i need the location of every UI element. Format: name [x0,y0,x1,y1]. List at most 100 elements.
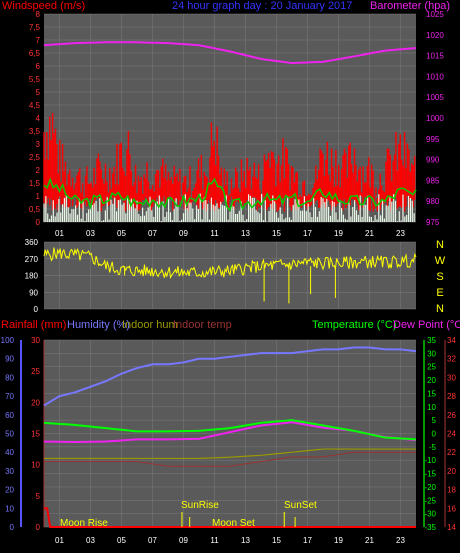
time-tick-label: 11 [210,536,219,545]
rainfall-tick-label: 20 [31,398,40,407]
wind-tick-label: 8 [36,10,41,19]
direction-tick-label: 180 [25,272,39,281]
indoor-temp-tick-label: 16 [447,504,456,513]
dew-point-axis-title: Dew Point (°C) [393,319,460,331]
humidity-axis-title: Humidity (%) [67,319,130,331]
time-tick-label: 17 [303,229,312,238]
indoor-hum-title: Indoor hum [122,319,178,331]
temp-tick-label: -15 [424,470,436,479]
sunrise-label: SunRise [181,500,219,511]
time-tick-label: 03 [86,229,95,238]
time-tick-label: 15 [272,229,281,238]
compass-label: S [436,271,443,283]
wind-tick-label: 7 [36,36,41,45]
baro-tick-label: 980 [426,197,440,206]
rainfall-tick-label: 15 [31,430,40,439]
indoor-temp-tick-label: 30 [447,373,456,382]
graph-date-title: 24 hour graph day : 20 January 2017 [172,0,353,12]
temp-tick-label: -25 [424,496,436,505]
temp-tick-label: -10 [424,456,436,465]
wind-tick-label: 1,5 [29,179,41,188]
time-tick-label: 23 [396,536,405,545]
time-tick-label: 17 [303,536,312,545]
time-tick-label: 15 [272,536,281,545]
moon-set-label: Moon Set [212,518,255,529]
time-tick-label: 05 [117,536,126,545]
compass-label: N [436,239,444,251]
compass-label: N [436,303,444,315]
time-tick-label: 09 [179,229,188,238]
time-tick-label: 03 [86,536,95,545]
baro-tick-label: 1025 [426,10,444,19]
humidity-tick-label: 60 [5,411,14,420]
wind-tick-label: 2 [36,166,41,175]
temperature-axis-title: Temperature (°C) [312,319,397,331]
wind-tick-label: 2,5 [29,153,41,162]
indoor-temp-line [44,451,416,467]
time-tick-label: 21 [365,229,374,238]
temp-tick-label: 5 [432,416,437,425]
humidity-tick-label: 100 [1,336,15,345]
wind-tick-label: 4 [36,114,41,123]
humidity-tick-label: 50 [5,430,14,439]
time-tick-label: 21 [365,536,374,545]
time-tick-label: 19 [334,229,343,238]
indoor-humidity-line [44,448,416,460]
indoor-temp-tick-label: 26 [447,411,456,420]
temp-tick-label: 30 [427,349,436,358]
baro-tick-label: 975 [426,218,440,227]
time-tick-label: 07 [148,229,157,238]
wind-tick-label: 0 [36,218,41,227]
temp-tick-label: 10 [427,403,436,412]
indoor-temp-tick-label: 34 [447,336,456,345]
humidity-tick-label: 0 [10,523,15,532]
indoor-temp-tick-label: 18 [447,486,456,495]
baro-tick-label: 985 [426,176,440,185]
wind-tick-label: 5,5 [29,75,41,84]
rainfall-tick-label: 10 [31,461,40,470]
temp-tick-label: 0 [432,430,437,439]
baro-tick-label: 1000 [426,114,444,123]
humidity-tick-label: 70 [5,392,14,401]
indoor-temp-tick-label: 20 [447,467,456,476]
humidity-tick-label: 30 [5,467,14,476]
temp-tick-label: 15 [427,389,436,398]
sunset-label: SunSet [284,500,317,511]
wind-tick-label: 3 [36,140,41,149]
baro-tick-label: 1020 [426,31,444,40]
time-tick-label: 23 [396,229,405,238]
temp-tick-label: 20 [427,376,436,385]
baro-tick-label: 1010 [426,72,444,81]
wind-tick-label: 7,5 [29,23,41,32]
indoor-temp-tick-label: 24 [447,430,456,439]
humidity-tick-label: 10 [5,504,14,513]
compass-label: E [436,287,443,299]
indoor-temp-title: Indoor temp [173,319,232,331]
rainfall-tick-label: 25 [31,367,40,376]
humidity-tick-label: 80 [5,373,14,382]
rainfall-tick-label: 5 [36,492,41,501]
time-tick-label: 11 [210,229,219,238]
temp-tick-label: -20 [424,483,436,492]
moon-rise-label: Moon Rise [60,518,108,529]
time-tick-label: 01 [55,536,64,545]
temp-tick-label: -30 [424,510,436,519]
wind-tick-label: 5 [36,88,41,97]
direction-tick-label: 270 [25,255,39,264]
humidity-tick-label: 90 [5,355,14,364]
temp-tick-label: 25 [427,363,436,372]
temp-tick-label: 35 [427,336,436,345]
time-tick-label: 13 [241,536,250,545]
time-tick-label: 19 [334,536,343,545]
wind-direction-line [43,247,417,280]
time-tick-label: 07 [148,536,157,545]
barometer-line [43,41,417,65]
temp-tick-label: -5 [429,443,437,452]
wind-tick-label: 6 [36,62,41,71]
rainfall-line [44,507,416,528]
baro-tick-label: 990 [426,156,440,165]
time-tick-label: 05 [117,229,126,238]
rainfall-axis-title: Rainfall (mm) [1,319,67,331]
windspeed-axis-title: Windspeed (m/s) [2,0,86,12]
